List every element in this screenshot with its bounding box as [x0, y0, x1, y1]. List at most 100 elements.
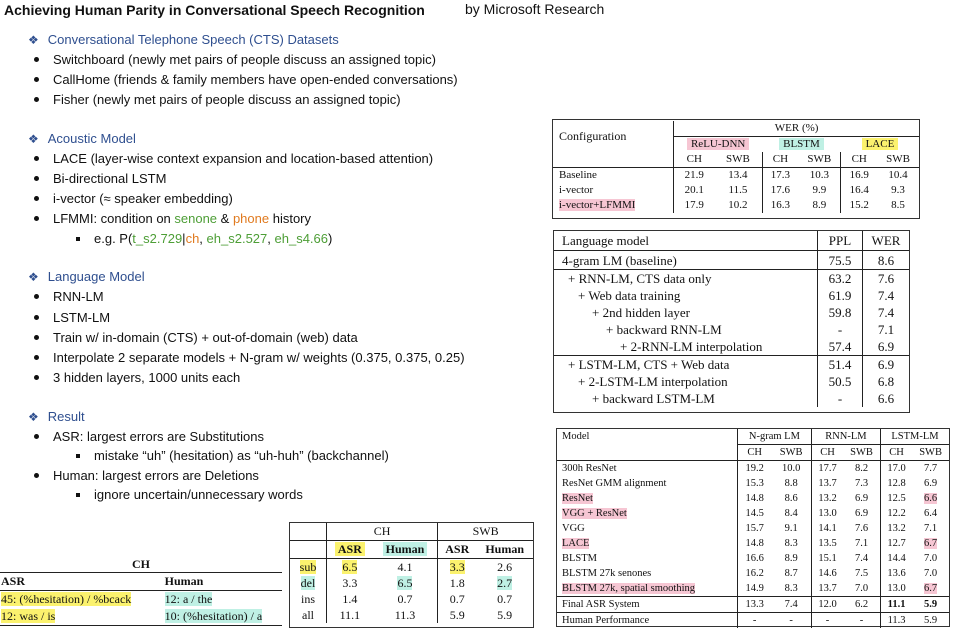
confusion-table-box: CH ASR Human 45: (%hesitation) / %bcack … — [0, 556, 282, 626]
table-row: + 2-LSTM-LM interpolation 50.5 6.8 — [554, 373, 909, 390]
table-header: Language model — [554, 231, 818, 251]
list-item: Human: largest errors are Deletions — [34, 468, 259, 483]
bullet-icon — [34, 294, 39, 300]
table-header: WER (%) — [673, 121, 919, 137]
table-header: Human — [164, 574, 204, 588]
model-table-box: Model N-gram LM RNN-LM LSTM-LM CH SWB CH S… — [556, 428, 950, 628]
section-heading-result: ❖ Result — [28, 409, 85, 424]
list-item: ASR: largest errors are Substitutions — [34, 429, 264, 444]
error-table: CH SWB ASR Human ASR Human sub 6.5 4.1 3.3 2… — [290, 523, 533, 623]
list-item: LACE (layer-wise context expansion and l… — [34, 151, 433, 166]
list-item: Train w/ in-domain (CTS) + out-of-domain… — [34, 330, 358, 345]
lm-table: Language model PPL WER 4-gram LM (baseli… — [554, 231, 909, 407]
list-item: 3 hidden layers, 1000 units each — [34, 370, 240, 385]
table-row: 300h ResNet 19.2 10.0 17.7 8.2 17.0 7.7 — [557, 460, 949, 476]
column-group-header: CH — [0, 556, 282, 573]
sub-item: mistake “uh” (hesitation) as “uh-huh” (b… — [76, 448, 389, 463]
table-row: VGG 15.7 9.1 14.1 7.6 13.2 7.1 — [557, 521, 949, 536]
column-group-header: SWB — [472, 524, 499, 538]
bullet-icon — [34, 57, 39, 63]
error-table-box: CH SWB ASR Human ASR Human sub 6.5 4.1 3.3 2… — [289, 522, 534, 628]
bullet-icon — [34, 473, 39, 479]
table-row: sub 6.5 4.1 3.3 2.6 — [290, 558, 533, 575]
bullet-icon — [34, 77, 39, 83]
diamond-bullet-icon: ❖ — [28, 270, 39, 284]
table-header: Configuration — [553, 121, 675, 152]
table-row: ResNet 14.8 8.6 13.2 6.9 12.5 6.6 — [557, 491, 949, 506]
bullet-icon — [34, 375, 39, 381]
table-row: + 2-RNN-LM interpolation 57.4 6.9 — [554, 338, 909, 356]
table-row: + LSTM-LM, CTS + Web data 51.4 6.9 — [554, 355, 909, 373]
bullet-icon — [34, 97, 39, 103]
table-header: Model — [557, 429, 738, 445]
table-row: Human Performance - - - -11.3 5.9 — [557, 612, 949, 628]
model-table: Model N-gram LM RNN-LM LSTM-LM CH SWB CH S… — [557, 429, 949, 628]
bullet-icon — [34, 176, 39, 182]
byline: by Microsoft Research — [465, 1, 605, 17]
list-item-lfmmi: LFMMI: condition on senone & phone histo… — [34, 211, 311, 226]
square-bullet-icon — [76, 492, 80, 497]
column-group-header: ReLU-DNN — [686, 138, 750, 150]
list-item: Bi-directional LSTM — [34, 171, 166, 186]
bullet-icon — [34, 156, 39, 162]
section-heading-language: ❖ Language Model — [28, 269, 145, 284]
table-row: 4-gram LM (baseline) 75.5 8.6 — [554, 250, 909, 270]
table-header: WER — [862, 231, 909, 251]
bullet-icon — [34, 434, 39, 440]
table-row: + backward RNN-LM -7.1 — [554, 321, 909, 338]
table-header: ASR — [1, 574, 26, 588]
bullet-icon — [34, 355, 39, 361]
lm-table-box: Language model PPL WER 4-gram LM (baseli… — [553, 230, 910, 413]
table-row: + backward LSTM-LM -6.6 — [554, 390, 909, 407]
list-item: Fisher (newly met pairs of people discus… — [34, 92, 401, 107]
column-group-header: LACE — [861, 138, 899, 150]
table-row: VGG + ResNet 14.5 8.4 13.0 6.9 12.2 6.4 — [557, 506, 949, 521]
table-row: + 2nd hidden layer 59.8 7.4 — [554, 304, 909, 321]
list-item: Interpolate 2 separate models + N-gram w… — [34, 350, 465, 365]
diamond-bullet-icon: ❖ — [28, 33, 39, 47]
table-row: LACE 14.8 8.3 13.5 7.1 12.7 6.7 — [557, 536, 949, 551]
table-row: del 3.3 6.5 1.8 2.7 — [290, 575, 533, 591]
wer-table-box: Configuration WER (%) ReLU-DNN BLSTM LAC… — [552, 119, 920, 219]
column-group-header: CH — [326, 523, 439, 541]
table-row: Final ASR System 13.3 7.4 12.0 6.2 11.1 5.9 — [557, 596, 949, 613]
confusion-table: CH ASR Human 45: (%hesitation) / %bcack … — [0, 556, 282, 626]
bullet-icon — [34, 196, 39, 202]
table-row: + Web data training 61.9 7.4 — [554, 287, 909, 304]
table-row: 12: was / is 10: (%hesitation) / a — [0, 608, 282, 626]
diamond-bullet-icon: ❖ — [28, 132, 39, 146]
list-item: LSTM-LM — [34, 310, 110, 325]
diamond-bullet-icon: ❖ — [28, 410, 39, 424]
table-row: + RNN-LM, CTS data only 63.2 7.6 — [554, 269, 909, 287]
sub-item: ignore uncertain/unnecessary words — [76, 487, 303, 502]
table-row: BLSTM 16.6 8.9 15.1 7.4 14.4 7.0 — [557, 551, 949, 566]
bullet-icon — [34, 315, 39, 321]
page-title: Achieving Human Parity in Conversational… — [4, 2, 425, 18]
square-bullet-icon — [76, 453, 80, 458]
table-row: BLSTM 27k senones 16.2 8.7 14.6 7.5 13.6 7.0 — [557, 566, 949, 581]
sub-item-example: e.g. P(t_s2.729|ch, eh_s2.527, eh_s4.66) — [76, 231, 332, 246]
table-row: ResNet GMM alignment 15.3 8.8 13.7 7.3 12.8 6.… — [557, 476, 949, 491]
square-bullet-icon — [76, 236, 80, 241]
list-item: i-vector (≈ speaker embedding) — [34, 191, 233, 206]
table-header: LSTM-LM — [880, 429, 949, 445]
table-row: all 11.1 11.3 5.9 5.9 — [290, 607, 533, 623]
bullet-icon — [34, 335, 39, 341]
column-group-header: BLSTM — [779, 138, 824, 150]
table-row: 45: (%hesitation) / %bcack 12: a / the — [0, 590, 282, 609]
wer-table: Configuration WER (%) ReLU-DNN BLSTM LAC… — [553, 121, 919, 213]
list-item: RNN-LM — [34, 289, 104, 304]
section-heading-acoustic: ❖ Acoustic Model — [28, 131, 136, 146]
table-row: BLSTM 27k, spatial smoothing 14.9 8.3 13.7 7… — [557, 581, 949, 597]
table-header: N-gram LM — [737, 429, 812, 445]
table-row: Baseline 21.9 13.4 17.3 10.3 16.9 10.4 — [553, 167, 919, 183]
list-item: Switchboard (newly met pairs of people d… — [34, 52, 436, 67]
table-header: PPL — [817, 231, 863, 251]
section-heading-cts: ❖ Conversational Telephone Speech (CTS) D… — [28, 32, 339, 47]
bullet-icon — [34, 216, 39, 222]
table-row: i-vector 20.1 11.5 17.6 9.9 16.4 9.3 — [553, 183, 919, 198]
table-header: RNN-LM — [811, 429, 881, 445]
list-item: CallHome (friends & family members have … — [34, 72, 458, 87]
table-row: i-vector+LFMMI 17.9 10.2 16.3 8.9 15.2 8.5 — [553, 198, 919, 213]
table-row: ins 1.4 0.7 0.7 0.7 — [290, 591, 533, 607]
